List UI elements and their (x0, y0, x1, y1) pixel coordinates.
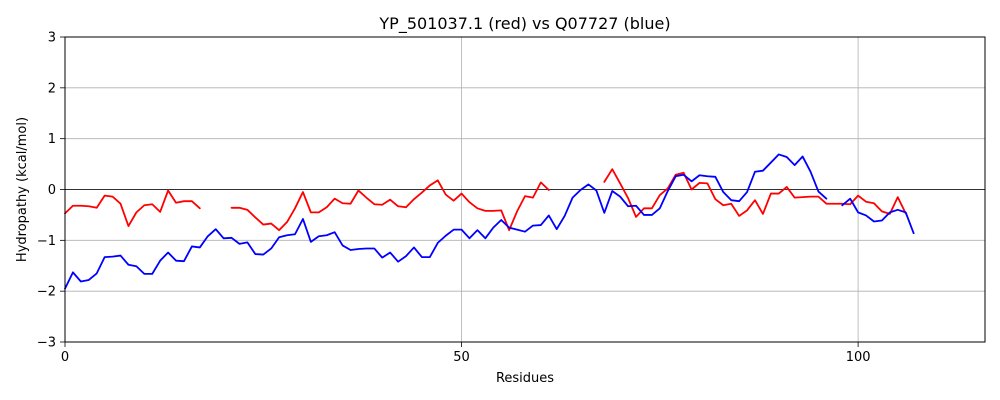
blue-series-line (64, 153, 828, 290)
blue-series-line (841, 197, 915, 235)
red-series-line (230, 179, 550, 232)
series-lines (64, 153, 915, 290)
y-axis-ticks: −3 −2 −1 0 1 2 3 (37, 31, 65, 351)
x-axis-label: Residues (496, 371, 554, 386)
y-tick-label: 3 (48, 31, 56, 46)
chart-title: YP_501037.1 (red) vs Q07727 (blue) (378, 14, 670, 34)
red-series-line (603, 168, 907, 218)
y-tick-label: 1 (48, 132, 56, 147)
y-tick-label: −2 (37, 285, 56, 300)
x-tick-label: 0 (61, 350, 69, 365)
x-axis-ticks: 0 50 100 (61, 342, 871, 365)
y-axis-label: Hydropathy (kcal/mol) (15, 117, 30, 262)
y-tick-label: −3 (37, 336, 56, 351)
y-tick-label: 2 (48, 81, 56, 96)
y-tick-label: −1 (37, 234, 56, 249)
x-tick-label: 100 (846, 350, 871, 365)
red-series-line (64, 189, 201, 228)
y-tick-label: 0 (48, 183, 56, 198)
x-tick-label: 50 (453, 350, 470, 365)
